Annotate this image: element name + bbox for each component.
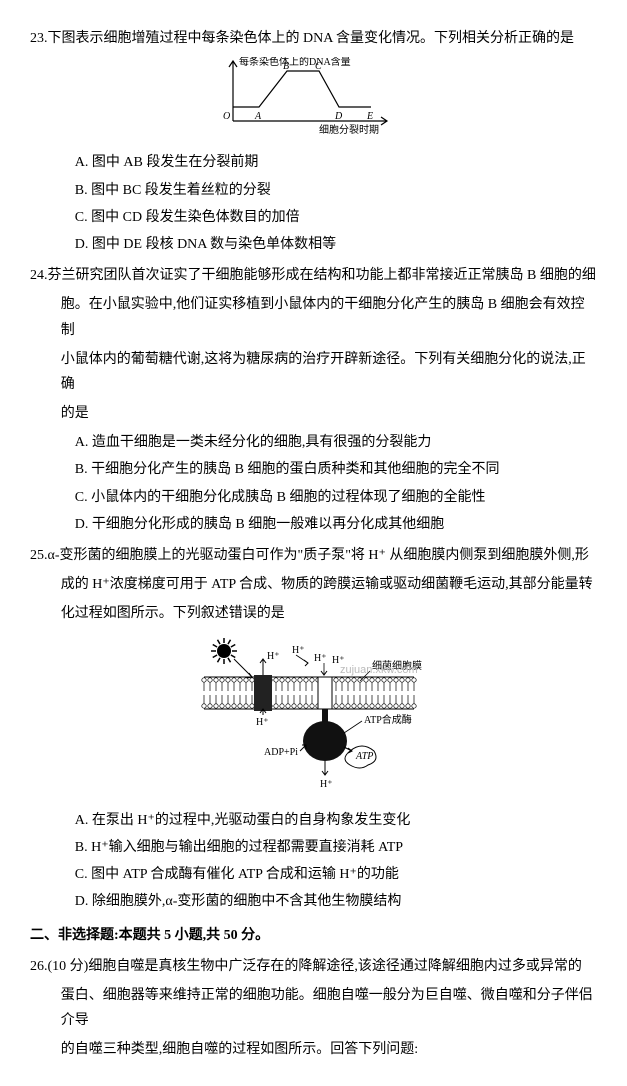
- svg-text:ADP+Pi: ADP+Pi: [264, 747, 298, 758]
- q25-opt-b: B. H⁺输入细胞与输出细胞的过程都需要直接消耗 ATP: [75, 835, 597, 860]
- q26-stem2: 蛋白、细胞器等来维持正常的细胞功能。细胞自噬一般分为巨自噬、微自噬和分子伴侣介导: [30, 983, 597, 1033]
- q26-stem3: 的自噬三种类型,细胞自噬的过程如图所示。回答下列问题:: [30, 1037, 597, 1062]
- q24-opt-c: C. 小鼠体内的干细胞分化成胰岛 B 细胞的过程体现了细胞的全能性: [75, 485, 597, 510]
- svg-text:ATP合成酶: ATP合成酶: [364, 713, 412, 726]
- q23-options: A. 图中 AB 段发生在分裂前期 B. 图中 BC 段发生着丝粒的分裂 C. …: [30, 150, 597, 257]
- q24-opt-d: D. 干细胞分化形成的胰岛 B 细胞一般难以再分化成其他细胞: [75, 512, 597, 537]
- q26-stem: 26.(10 分)细胞自噬是真核生物中广泛存在的降解途径,该途径通过降解细胞内过…: [30, 954, 597, 979]
- q24-stem3: 小鼠体内的葡萄糖代谢,这将为糖尿病的治疗开辟新途径。下列有关细胞分化的说法,正确: [30, 347, 597, 397]
- q25-opt-c: C. 图中 ATP 合成酶有催化 ATP 合成和运输 H⁺的功能: [75, 862, 597, 887]
- q25-stem2: 成的 H⁺浓度梯度可用于 ATP 合成、物质的跨膜运输或驱动细菌鞭毛运动,其部分…: [30, 572, 597, 597]
- q26-num: 26.: [30, 959, 48, 974]
- q25-num: 25.: [30, 548, 48, 563]
- svg-text:H⁺: H⁺: [292, 645, 305, 656]
- q24-opt-a: A. 造血干细胞是一类未经分化的细胞,具有很强的分裂能力: [75, 430, 597, 455]
- q25-figure: zujuan.xkw.com 细菌细胞膜H⁺H⁺H⁺H⁺H⁺ATP合成酶ADP+…: [30, 633, 597, 802]
- svg-text:E: E: [366, 111, 373, 122]
- q23-stem: 23.下图表示细胞增殖过程中每条染色体上的 DNA 含量变化情况。下列相关分析正…: [30, 26, 597, 51]
- svg-text:H⁺: H⁺: [314, 653, 327, 664]
- q24-stem2: 胞。在小鼠实验中,他们证实移植到小鼠体内的干细胞分化产生的胰岛 B 细胞会有效控…: [30, 292, 597, 342]
- section2-title: 二、非选择题:本题共 5 小题,共 50 分。: [30, 923, 597, 948]
- q23-chart-svg: 每条染色体上的DNA含量细胞分裂时期 A B C D E O: [219, 57, 409, 135]
- svg-text:细胞分裂时期: 细胞分裂时期: [319, 123, 379, 135]
- q23-opt-c: C. 图中 CD 段发生染色体数目的加倍: [75, 205, 597, 230]
- q23-num: 23.: [30, 31, 48, 46]
- q24-stem: 24.芬兰研究团队首次证实了干细胞能够形成在结构和功能上都非常接近正常胰岛 B …: [30, 263, 597, 288]
- q25-options: A. 在泵出 H⁺的过程中,光驱动蛋白的自身构象发生变化 B. H⁺输入细胞与输…: [30, 808, 597, 915]
- q24-opt-b: B. 干细胞分化产生的胰岛 B 细胞的蛋白质种类和其他细胞的完全不同: [75, 457, 597, 482]
- q25-opt-a: A. 在泵出 H⁺的过程中,光驱动蛋白的自身构象发生变化: [75, 808, 597, 833]
- svg-text:每条染色体上的DNA含量: 每条染色体上的DNA含量: [239, 57, 351, 68]
- q24-num: 24.: [30, 268, 48, 283]
- svg-text:C: C: [315, 61, 322, 72]
- q25-stem: 25.α-变形菌的细胞膜上的光驱动蛋白可作为"质子泵"将 H⁺ 从细胞膜内侧泵到…: [30, 543, 597, 568]
- q25-diagram-svg: 细菌细胞膜 H⁺ H⁺ H⁺ H⁺ H⁺ ATP合成酶 ADP+Pi ATP H⁺: [164, 633, 464, 793]
- svg-text:H⁺: H⁺: [267, 651, 280, 662]
- q23-figure: 每条染色体上的DNA含量细胞分裂时期 A B C D E O: [30, 57, 597, 144]
- svg-text:D: D: [334, 111, 343, 122]
- q23-opt-d: D. 图中 DE 段核 DNA 数与染色单体数相等: [75, 232, 597, 257]
- svg-text:H⁺: H⁺: [332, 655, 345, 666]
- q24-stem4: 的是: [30, 401, 597, 426]
- svg-text:B: B: [283, 61, 289, 72]
- q24-options: A. 造血干细胞是一类未经分化的细胞,具有很强的分裂能力 B. 干细胞分化产生的…: [30, 430, 597, 537]
- q23-opt-b: B. 图中 BC 段发生着丝粒的分裂: [75, 178, 597, 203]
- svg-text:A: A: [254, 111, 262, 122]
- svg-text:ATP: ATP: [355, 751, 373, 762]
- svg-text:H⁺: H⁺: [256, 717, 269, 728]
- q23-opt-a: A. 图中 AB 段发生在分裂前期: [75, 150, 597, 175]
- svg-text:O: O: [223, 111, 230, 122]
- q25-stem3: 化过程如图所示。下列叙述错误的是: [30, 601, 597, 626]
- q25-opt-d: D. 除细胞膜外,α-变形菌的细胞中不含其他生物膜结构: [75, 889, 597, 914]
- svg-text:H⁺: H⁺: [320, 779, 333, 790]
- svg-text:细菌细胞膜: 细菌细胞膜: [372, 659, 422, 672]
